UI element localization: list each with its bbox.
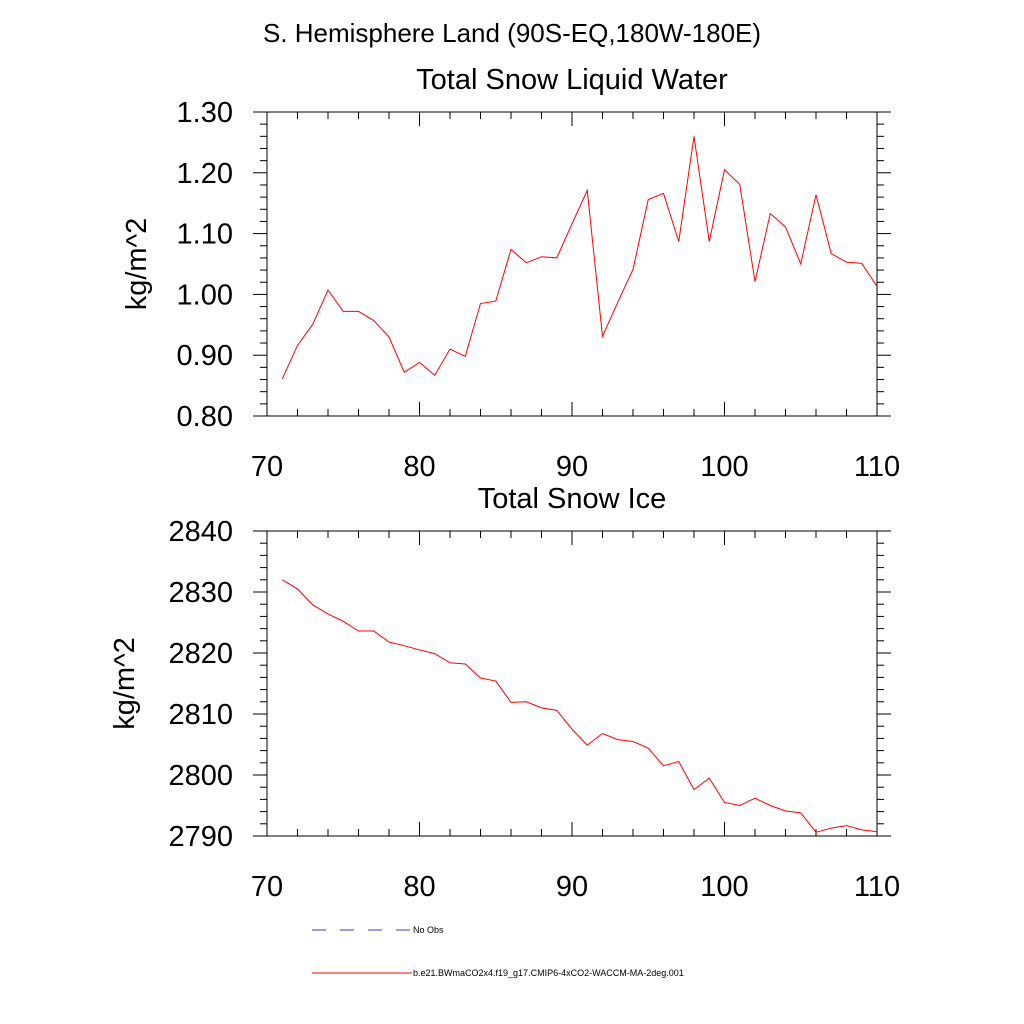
y-tick-label: 1.20 [177,158,233,190]
x-tick-label: 100 [700,451,748,483]
chart-title: Total Snow Liquid Water [416,64,728,96]
panel-snow-liquid-water: Total Snow Liquid Water 70 80 90 100 110 0.80 0… [121,64,900,483]
legend: No Obs b.e21.BWmaCO2x4.f19_g17.CMIP6-4xC… [312,925,684,978]
legend-model-label: b.e21.BWmaCO2x4.f19_g17.CMIP6-4xCO2-WACC… [413,968,684,978]
series-line [281,579,878,833]
panel-snow-ice: Total Snow Ice 70 80 90 100 110 2790 2800 2810 28… [109,483,900,903]
y-tick-label: 0.90 [177,340,233,372]
y-tick-label: 1.10 [177,219,233,251]
x-tick-label: 80 [403,871,435,903]
y-tick-label: 2820 [168,638,233,670]
y-tick-label: 2840 [168,516,233,548]
x-tick-label: 70 [251,871,283,903]
x-tick-label: 90 [556,871,588,903]
x-tick-label: 100 [700,871,748,903]
x-tick-label: 110 [854,451,900,483]
x-tick-label: 90 [556,451,588,483]
y-tick-label: 1.00 [177,279,233,311]
y-axis-label: kg/m^2 [121,218,153,311]
y-tick-label: 1.30 [177,97,233,129]
chart-title: Total Snow Ice [478,483,667,515]
x-tick-label: 110 [854,871,900,903]
x-tick-label: 80 [403,451,435,483]
x-tick-label: 70 [251,451,283,483]
y-tick-label: 2790 [168,821,233,853]
y-tick-label: 2830 [168,577,233,609]
series-line [281,136,878,380]
plot-frame [266,111,878,417]
y-axis-label: kg/m^2 [109,637,141,730]
y-tick-label: 2810 [168,699,233,731]
y-tick-label: 0.80 [177,401,233,433]
y-tick-label: 2800 [168,760,233,792]
legend-obs-label: No Obs [413,925,444,935]
plot-frame [266,530,878,837]
region-title: S. Hemisphere Land (90S-EQ,180W-180E) [263,18,761,48]
